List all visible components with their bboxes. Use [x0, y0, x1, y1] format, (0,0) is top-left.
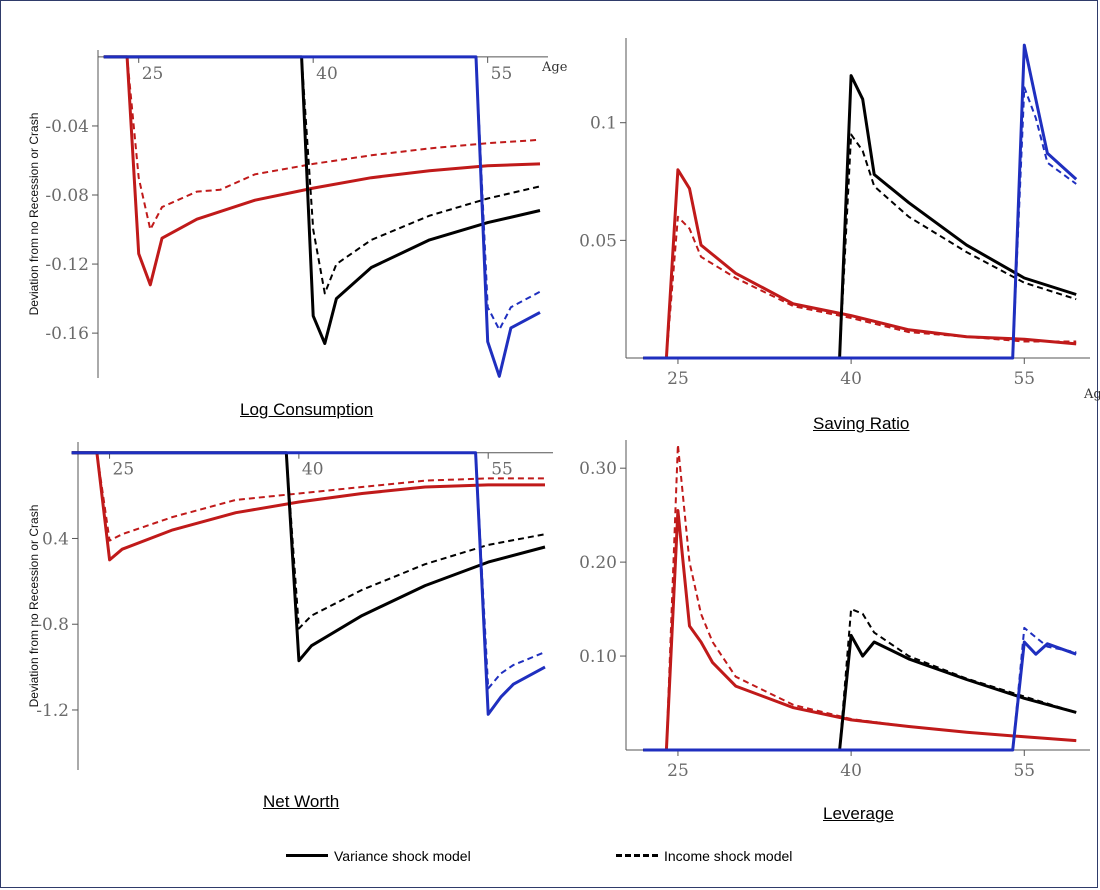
- series-line-age55-dashed: [103, 55, 541, 331]
- series-line-age55-solid: [643, 43, 1078, 360]
- x-axis-label: Age: [541, 60, 568, 75]
- series-line-age55-dashed: [71, 451, 546, 690]
- series-line-age55-dashed: [643, 626, 1077, 751]
- x-tick-label: 55: [1013, 369, 1035, 389]
- solid-line-swatch: [286, 853, 328, 859]
- series-line-age40-dashed: [643, 133, 1077, 359]
- series-line-age40-dashed: [103, 55, 541, 295]
- y-axis-label: Deviation from no Recession or Crash: [27, 113, 41, 316]
- x-tick-label: 55: [491, 460, 513, 480]
- dashed-line-swatch: [616, 853, 658, 859]
- y-tick-label: 0.4: [42, 529, 69, 549]
- y-tick-label: 0.1: [590, 114, 617, 134]
- series-line-age25-dashed: [643, 215, 1077, 359]
- saving-ratio-title: Saving Ratio: [813, 414, 910, 433]
- series-line-age25-dashed: [103, 55, 541, 231]
- x-tick-label: 25: [142, 64, 164, 84]
- y-tick-label: -0.08: [45, 186, 89, 206]
- series-line-age40-dashed: [71, 451, 546, 630]
- x-tick-label: 40: [302, 460, 324, 480]
- y-tick-label: -0.04: [45, 117, 89, 137]
- x-tick-label: 55: [491, 64, 513, 84]
- series-line-age40-solid: [103, 55, 541, 345]
- series-line-age25-dashed: [643, 443, 1077, 751]
- x-tick-label: 25: [113, 460, 135, 480]
- x-tick-label: 55: [1013, 761, 1035, 781]
- y-tick-label: 0.05: [579, 231, 617, 251]
- x-tick-label: 40: [840, 761, 862, 781]
- x-tick-label: 25: [667, 761, 689, 781]
- y-tick-label: 0.30: [579, 459, 617, 479]
- net-worth-chart: 0.4 -0.8 -1.2 25 40 55 Deviation from no Reces…: [27, 442, 553, 770]
- net-worth-title: Net Worth: [263, 792, 340, 811]
- x-axis-label: Age: [1083, 387, 1100, 402]
- series-line-age40-dashed: [643, 608, 1077, 751]
- series-line-age55-dashed: [643, 86, 1077, 359]
- series-line-age25-solid: [103, 55, 541, 287]
- y-axis-label: Deviation from no Recession or Crash: [27, 505, 41, 708]
- y-tick-label: 0.20: [579, 553, 617, 573]
- log-consumption-title: Log Consumption: [240, 400, 374, 419]
- legend-item-variance: Variance shock model: [286, 848, 471, 864]
- series-line-age25-solid: [643, 509, 1077, 752]
- legend-item-income: Income shock model: [616, 848, 792, 864]
- series-line-age55-solid: [71, 451, 546, 716]
- series-line-age25-dashed: [71, 451, 545, 542]
- x-tick-label: 40: [316, 64, 338, 84]
- y-tick-label: -0.8: [36, 615, 69, 635]
- series-line-age40-solid: [71, 451, 546, 663]
- series-line-age55-solid: [103, 55, 541, 378]
- log-consumption-chart: -0.04 -0.08 -0.12 -0.16 25 40 55 Age Deviation f…: [27, 50, 568, 378]
- series-line-age55-solid: [643, 640, 1077, 752]
- x-tick-label: 40: [840, 369, 862, 389]
- series-line-age40-solid: [643, 74, 1077, 360]
- leverage-chart: 0.10 0.20 0.30 25 40 55: [579, 440, 1090, 781]
- series-line-age25-solid: [71, 451, 545, 562]
- x-tick-label: 25: [667, 369, 689, 389]
- leverage-title: Leverage: [823, 804, 894, 823]
- legend: Variance shock model Income shock model: [0, 848, 1100, 878]
- y-tick-label: 0.10: [579, 647, 617, 667]
- y-tick-label: -0.12: [45, 255, 89, 275]
- y-tick-label: -1.2: [36, 701, 69, 721]
- y-tick-label: -0.16: [45, 324, 89, 344]
- saving-ratio-chart: 0.05 0.1 25 40 55 Age: [579, 38, 1100, 402]
- series-line-age25-solid: [643, 168, 1077, 360]
- legend-label-income: Income shock model: [664, 848, 793, 864]
- legend-label-variance: Variance shock model: [334, 848, 471, 864]
